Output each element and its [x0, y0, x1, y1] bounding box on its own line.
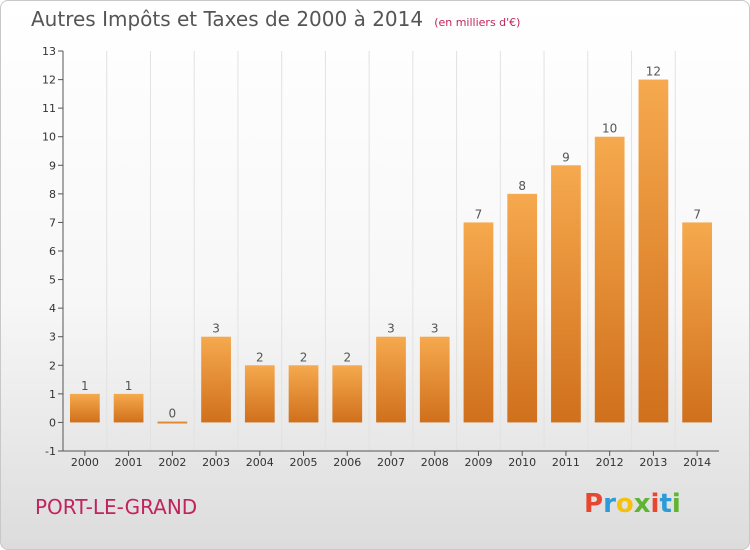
y-tick-label: 2 — [49, 359, 56, 372]
x-tick-label: 2009 — [464, 456, 492, 469]
y-tick-label: 6 — [49, 245, 56, 258]
bar — [113, 393, 144, 423]
y-tick-label: 5 — [49, 274, 56, 287]
logo-letter: t — [659, 489, 672, 519]
x-tick-label: 2011 — [552, 456, 580, 469]
y-tick-label: 7 — [49, 216, 56, 229]
x-tick-label: 2010 — [508, 456, 536, 469]
y-tick-label: 8 — [49, 188, 56, 201]
x-tick-label: 2013 — [639, 456, 667, 469]
logo-letter: i — [671, 489, 681, 519]
y-tick-label: 3 — [49, 331, 56, 344]
x-tick-label: 2008 — [421, 456, 449, 469]
y-tick-label: 10 — [42, 131, 56, 144]
bar — [419, 336, 450, 423]
bar — [69, 393, 100, 423]
logo-letter: r — [603, 489, 616, 519]
bar — [201, 336, 231, 423]
bar — [638, 79, 669, 423]
bar — [507, 193, 538, 423]
logo-letter: o — [615, 489, 634, 519]
bar-value-label: 9 — [562, 150, 570, 164]
bar — [332, 365, 363, 423]
x-tick-label: 2005 — [290, 456, 318, 469]
bar-value-label: 2 — [256, 350, 264, 364]
x-tick-label: 2006 — [333, 456, 361, 469]
y-tick-label: 4 — [49, 302, 56, 315]
chart-title-block: Autres Impôts et Taxes de 2000 à 2014 (e… — [31, 7, 520, 31]
bar-value-label: 10 — [602, 122, 617, 136]
x-tick-label: 2003 — [202, 456, 230, 469]
y-tick-label: 9 — [49, 159, 56, 172]
location-name: PORT-LE-GRAND — [35, 495, 198, 519]
logo-letter: P — [584, 489, 604, 519]
bar — [594, 136, 625, 423]
bar — [682, 222, 713, 423]
y-tick-label: 12 — [42, 74, 56, 87]
bar-value-label: 3 — [212, 322, 220, 336]
bar-value-label: 2 — [300, 350, 308, 364]
bar-value-label: 7 — [475, 207, 483, 221]
y-tick-label: 13 — [42, 45, 56, 58]
x-tick-label: 2004 — [246, 456, 274, 469]
bar — [376, 336, 406, 423]
bar-value-label: 1 — [81, 379, 89, 393]
bar-value-label: 12 — [646, 65, 661, 79]
logo-letter: i — [650, 489, 660, 519]
bar-value-label: 3 — [431, 322, 439, 336]
x-tick-label: 2007 — [377, 456, 405, 469]
bar-value-label: 7 — [693, 207, 701, 221]
bar-value-label: 1 — [125, 379, 133, 393]
x-tick-label: 2001 — [115, 456, 143, 469]
y-tick-label: 11 — [42, 102, 56, 115]
x-tick-label: 2002 — [158, 456, 186, 469]
x-tick-label: 2000 — [71, 456, 99, 469]
bar — [244, 365, 275, 423]
bar — [288, 365, 319, 423]
y-tick-label: 0 — [49, 416, 56, 429]
x-tick-label: 2014 — [683, 456, 711, 469]
x-tick-label: 2012 — [596, 456, 624, 469]
proxiti-logo: Proxiti — [584, 489, 681, 519]
y-tick-label: 1 — [49, 388, 56, 401]
bar — [463, 222, 494, 423]
bar — [157, 421, 188, 424]
bar-value-label: 2 — [343, 350, 351, 364]
y-tick-label: -1 — [45, 445, 56, 458]
logo-letter: x — [633, 489, 651, 519]
bar-value-label: 0 — [169, 406, 177, 420]
bar — [551, 165, 581, 423]
bar-value-label: 3 — [387, 322, 395, 336]
chart-title: Autres Impôts et Taxes de 2000 à 2014 — [31, 7, 424, 31]
chart-subtitle: (en milliers d'€) — [434, 16, 521, 29]
bar-value-label: 8 — [518, 179, 526, 193]
